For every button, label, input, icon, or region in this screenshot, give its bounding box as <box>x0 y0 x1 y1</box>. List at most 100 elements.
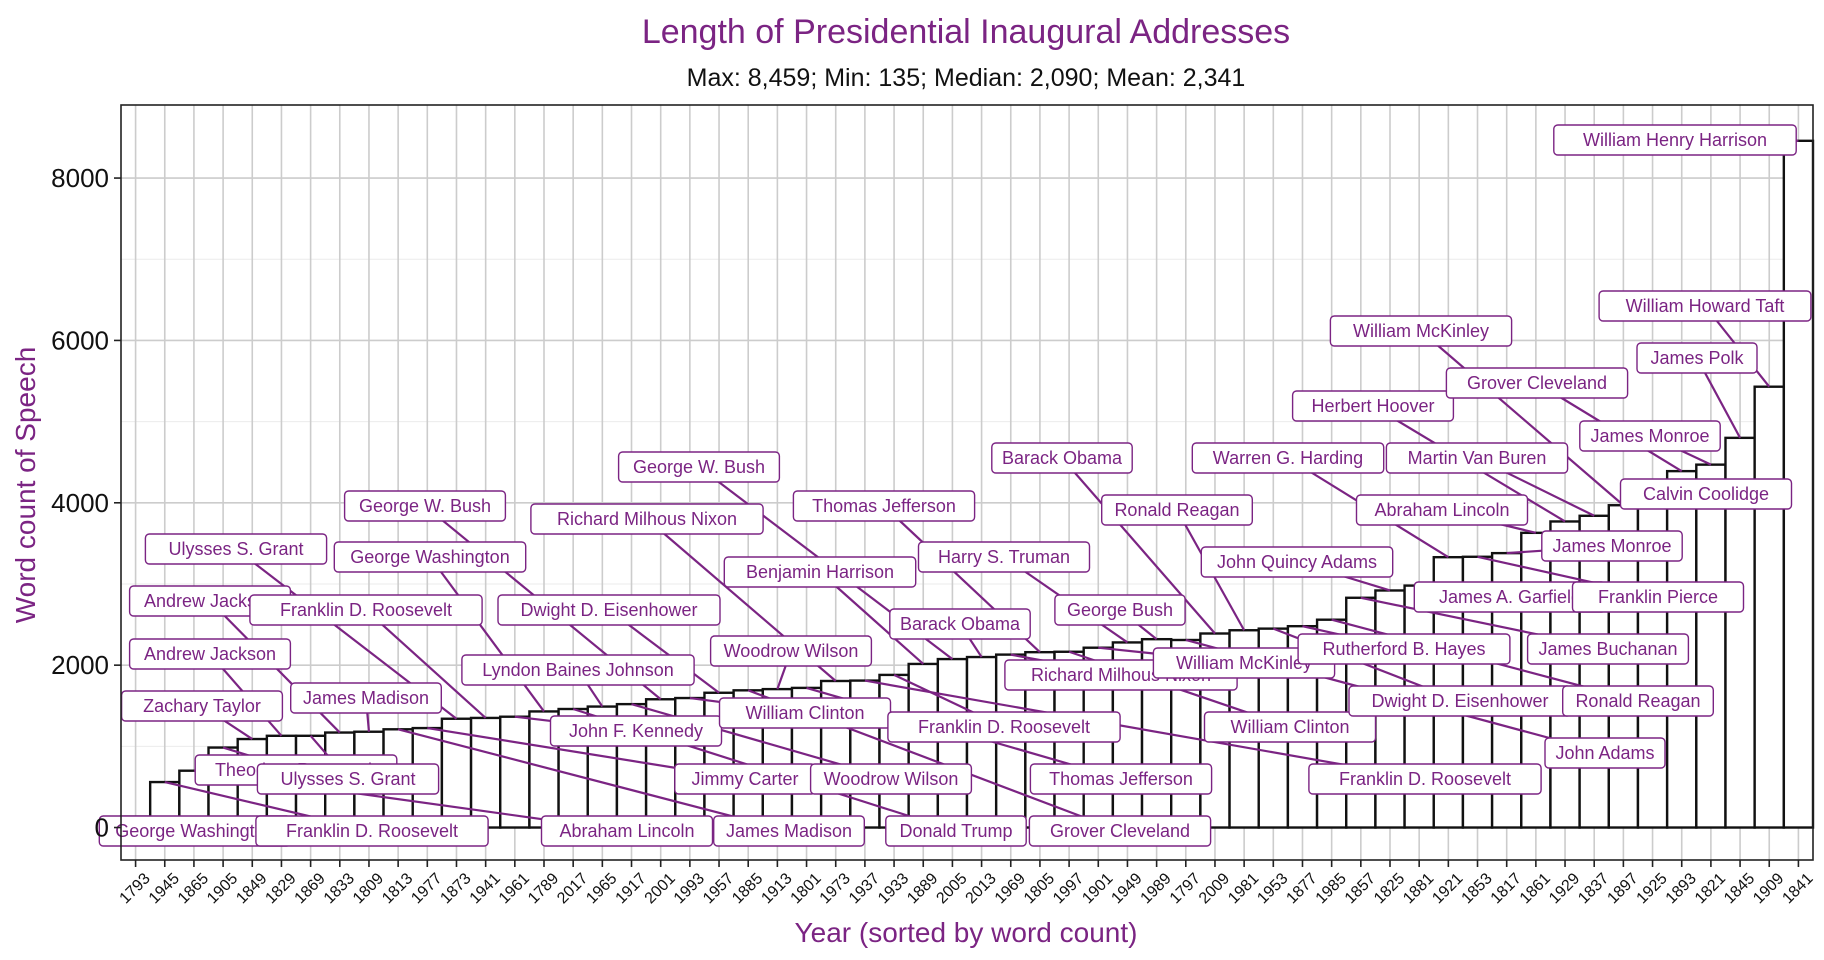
x-tick-label: 1909 <box>1750 870 1787 907</box>
president-label: Grover Cleveland <box>1050 821 1190 841</box>
label-box <box>1355 494 1529 526</box>
president-label: Lyndon Baines Johnson <box>482 660 673 680</box>
x-tick-label: 1857 <box>1342 870 1379 907</box>
label-box <box>1579 420 1721 452</box>
label-box <box>1203 711 1377 743</box>
x-tick-label: 1921 <box>1429 870 1466 907</box>
plot-area: George Washington Franklin D. Roosevelt Ab… <box>51 104 1817 907</box>
label-box <box>723 556 917 588</box>
president-label: James A. Garfield <box>1439 587 1581 607</box>
x-tick-label: 1897 <box>1604 870 1641 907</box>
label-box <box>1054 594 1186 626</box>
president-label: George Washington <box>350 547 509 567</box>
x-tick-label: 1837 <box>1575 870 1612 907</box>
president-label: James Monroe <box>1552 536 1671 556</box>
chart-title: Length of Presidential Inaugural Address… <box>642 13 1290 51</box>
bar <box>1549 520 1581 829</box>
x-tick-label: 1865 <box>175 870 212 907</box>
president-label: Ulysses S. Grant <box>280 769 415 789</box>
president-label: Barack Obama <box>1002 448 1123 468</box>
president-label: Franklin Pierce <box>1598 587 1718 607</box>
x-tick-label: 1981 <box>1225 870 1262 907</box>
president-label: Harry S. Truman <box>938 547 1070 567</box>
x-tick-label: 1801 <box>788 870 825 907</box>
x-tick-label: 1845 <box>1721 870 1758 907</box>
president-label: James Polk <box>1650 348 1744 368</box>
president-label: Zachary Taylor <box>143 696 261 716</box>
label-box <box>991 442 1133 474</box>
x-tick-label: 1929 <box>1546 870 1583 907</box>
label-box <box>255 815 489 847</box>
bar <box>499 715 531 829</box>
y-axis-label: Word count of Speech <box>10 347 41 624</box>
x-tick-label: 1949 <box>1108 870 1145 907</box>
president-label: Benjamin Harrison <box>746 562 894 582</box>
president-label: Ronald Reagan <box>1575 691 1700 711</box>
label-box <box>889 608 1031 640</box>
president-label: William Howard Taft <box>1626 296 1785 316</box>
x-tick-label: 2013 <box>963 870 1000 907</box>
president-label: James Madison <box>726 821 852 841</box>
label-box <box>1553 124 1797 156</box>
president-label: Calvin Coolidge <box>1643 484 1769 504</box>
x-tick-label: 1889 <box>904 870 941 907</box>
label-box <box>1544 737 1666 769</box>
x-tick-label: 1973 <box>817 870 854 907</box>
president-label: Grover Cleveland <box>1467 373 1607 393</box>
president-label: James Monroe <box>1590 426 1709 446</box>
label-box <box>1028 815 1212 847</box>
x-tick-label: 1821 <box>1692 870 1729 907</box>
label-box <box>1191 442 1385 474</box>
leader-line <box>1061 457 1216 635</box>
x-tick-label: 1941 <box>467 870 504 907</box>
x-tick-label: 1793 <box>117 870 154 907</box>
label-box <box>1526 633 1690 665</box>
label-box <box>1571 581 1745 613</box>
label-box <box>1200 546 1394 578</box>
president-label: Barack Obama <box>900 614 1021 634</box>
y-tick-label: 6000 <box>51 325 109 355</box>
x-tick-label: 1805 <box>1021 870 1058 907</box>
label-box <box>540 815 714 847</box>
president-labels: George Washington Franklin D. Roosevelt Ab… <box>98 124 1812 847</box>
label-box <box>1541 530 1683 562</box>
x-tick-label: 1901 <box>1079 870 1116 907</box>
president-label: George W. Bush <box>633 457 765 477</box>
president-label: Ulysses S. Grant <box>168 539 303 559</box>
president-label: Ronald Reagan <box>1114 500 1239 520</box>
x-tick-label: 1997 <box>1050 870 1087 907</box>
president-label: John Adams <box>1555 743 1654 763</box>
president-label: Jimmy Carter <box>692 769 799 789</box>
bar <box>936 657 969 829</box>
x-tick-label: 1917 <box>613 870 650 907</box>
label-box <box>713 815 866 847</box>
x-axis-label: Year (sorted by word count) <box>795 917 1138 948</box>
x-tick-label: 1873 <box>437 870 474 907</box>
x-tick-label: 1813 <box>379 870 416 907</box>
bar <box>1695 463 1727 829</box>
label-box <box>497 594 721 626</box>
label-box <box>333 541 527 573</box>
x-tick-label: 1881 <box>1400 870 1437 907</box>
president-label: Dwight D. Eisenhower <box>520 600 697 620</box>
plot-border <box>120 104 1814 861</box>
label-box <box>128 638 292 670</box>
x-tick-label: 1961 <box>496 870 533 907</box>
x-tick-label: 1993 <box>671 870 708 907</box>
president-label: Martin Van Buren <box>1408 448 1547 468</box>
label-box <box>709 635 873 667</box>
label-box <box>1619 478 1793 510</box>
label-box <box>461 654 695 686</box>
x-tick-label: 1861 <box>1517 870 1554 907</box>
label-box <box>885 815 1027 847</box>
president-label: Thomas Jefferson <box>1049 769 1193 789</box>
president-label: Abraham Lincoln <box>559 821 694 841</box>
president-label: Andrew Jackson <box>144 644 276 664</box>
president-label: Abraham Lincoln <box>1374 500 1509 520</box>
x-tick-label: 1933 <box>875 870 912 907</box>
president-label: George Bush <box>1067 600 1173 620</box>
label-box <box>1385 442 1569 474</box>
president-label: James Madison <box>303 688 429 708</box>
x-tick-label: 1829 <box>262 870 299 907</box>
